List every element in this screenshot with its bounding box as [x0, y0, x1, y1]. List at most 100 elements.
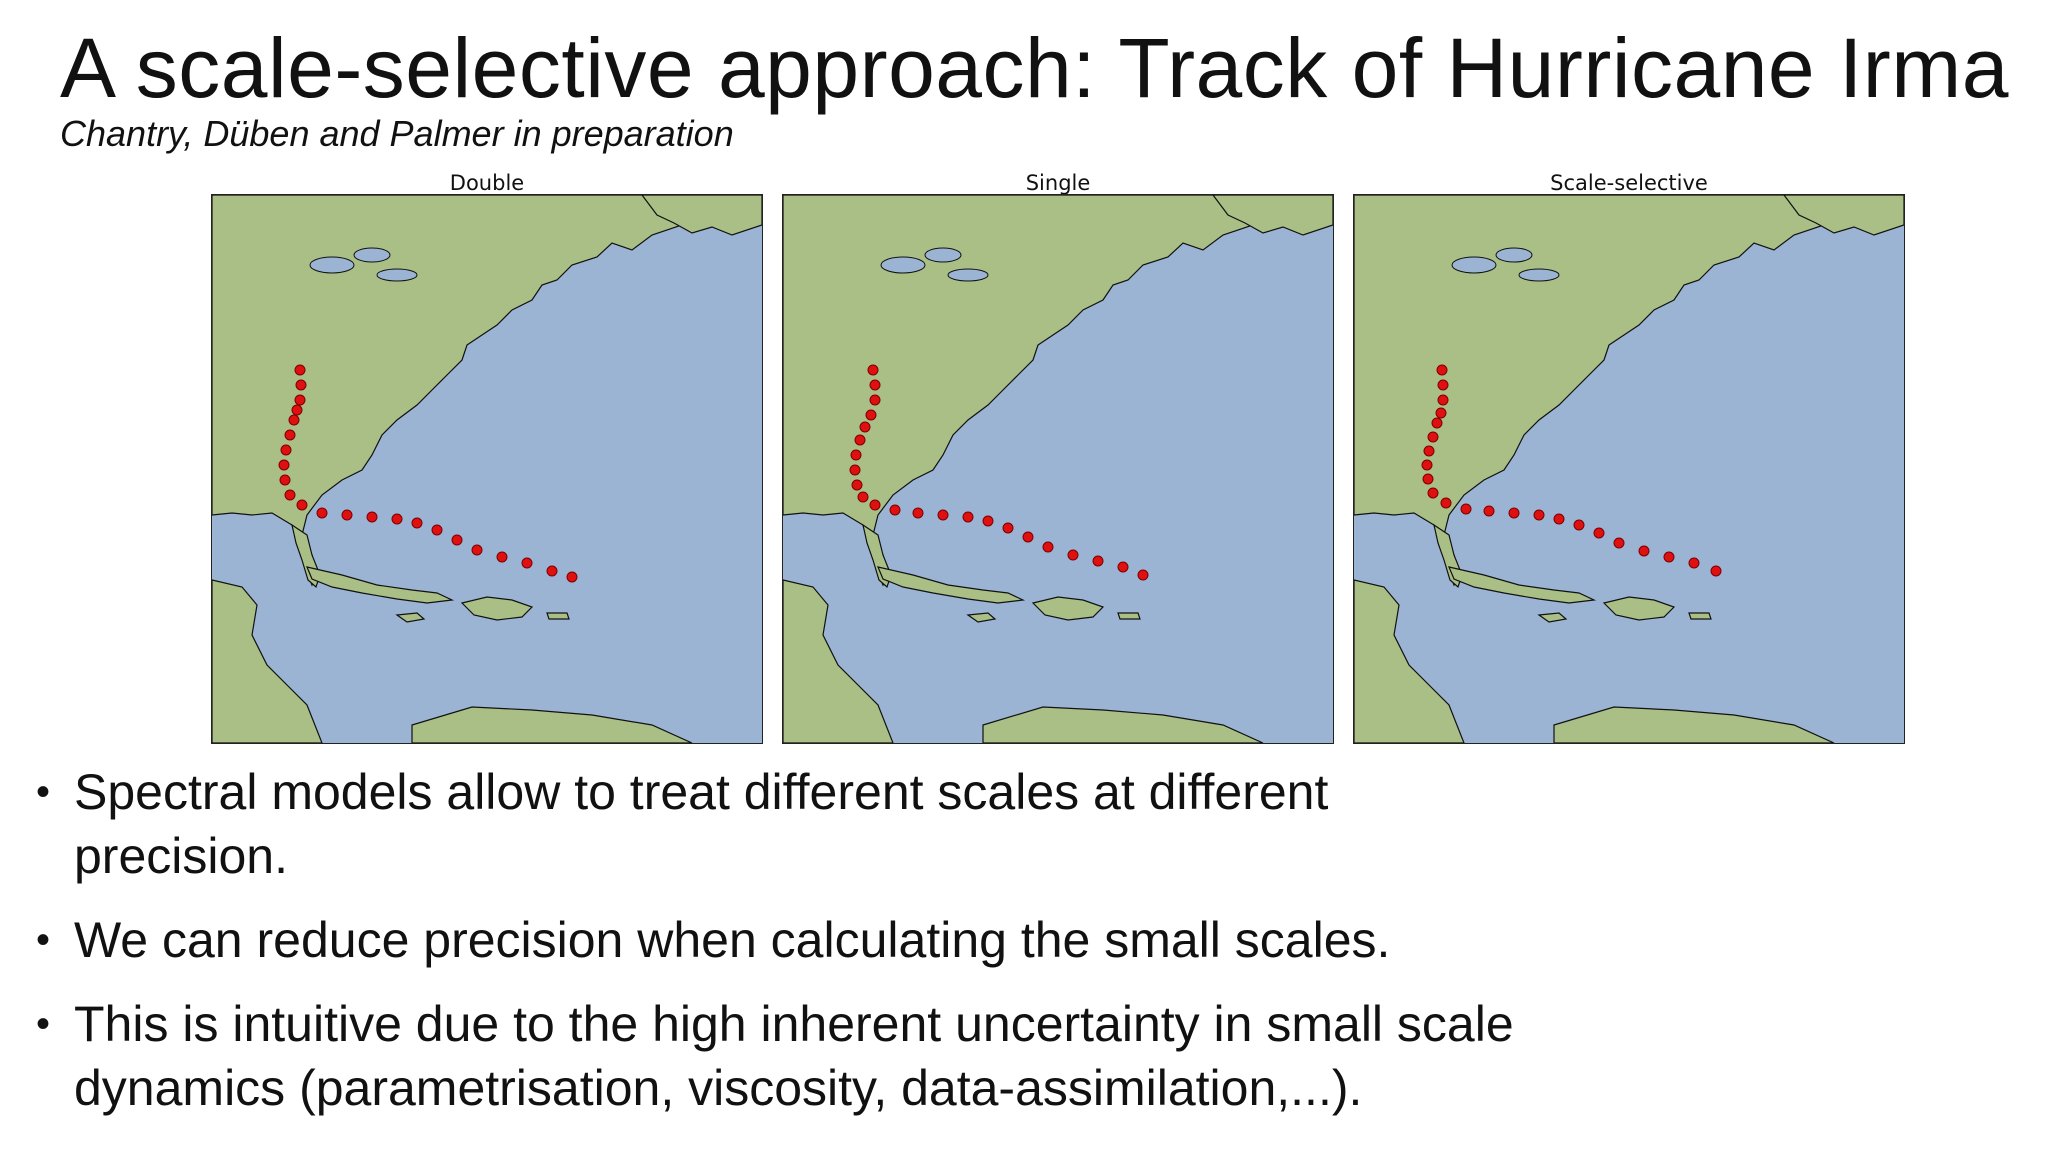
track-point [962, 511, 974, 523]
track-point [982, 515, 994, 527]
land-shape [1688, 612, 1712, 620]
track-point [851, 479, 863, 491]
bullet-list: • Spectral models allow to treat differe… [30, 760, 1730, 1140]
land-shape [1783, 195, 1904, 236]
track-point [849, 464, 861, 476]
bullet-dot-icon: • [36, 1002, 51, 1046]
land-shape [1117, 612, 1141, 620]
track-point [431, 524, 443, 536]
land-shape [546, 612, 570, 620]
lake-shape [309, 256, 355, 274]
track-point [284, 429, 296, 441]
track-point [1710, 565, 1722, 577]
track-point [859, 421, 871, 433]
track-point [850, 449, 862, 461]
bullet-item: • We can reduce precision when calculati… [30, 908, 1730, 972]
track-point [1638, 545, 1650, 557]
track-point [366, 511, 378, 523]
bullet-text: Spectral models allow to treat different… [74, 764, 1329, 884]
slide-subtitle: Chantry, Düben and Palmer in preparation [60, 113, 734, 154]
lake-shape [947, 268, 989, 282]
track-point [316, 507, 328, 519]
bullet-dot-icon: • [36, 918, 51, 962]
track-point [1663, 551, 1675, 563]
track-point [869, 394, 881, 406]
track-point [1688, 557, 1700, 569]
track-point [1042, 541, 1054, 553]
lake-shape [1495, 247, 1533, 263]
lake-shape [880, 256, 926, 274]
track-point [1092, 555, 1104, 567]
bullet-item: • Spectral models allow to treat differe… [30, 760, 1730, 888]
track-point [865, 409, 877, 421]
hurricane-track-map-scale-selective [1353, 194, 1905, 744]
track-point [451, 534, 463, 546]
track-point [1431, 417, 1443, 429]
land-shape [305, 566, 455, 604]
track-point [1460, 503, 1472, 515]
land-shape [1553, 706, 1835, 743]
land-shape [641, 195, 762, 236]
track-point [867, 364, 879, 376]
track-point [1067, 549, 1079, 561]
track-point [284, 489, 296, 501]
map-panel-single: Single [782, 170, 1334, 745]
track-point [912, 507, 924, 519]
track-point [1422, 473, 1434, 485]
bullet-text: We can reduce precision when calculating… [74, 912, 1391, 968]
land-shape [460, 596, 534, 621]
bullet-dot-icon: • [36, 770, 51, 814]
track-point [296, 499, 308, 511]
track-point [1002, 522, 1014, 534]
panel-title-single: Single [1025, 171, 1091, 195]
track-point [869, 379, 881, 391]
track-point [288, 414, 300, 426]
track-point [1533, 509, 1545, 521]
hurricane-track-map-double [211, 194, 763, 744]
track-point [889, 504, 901, 516]
track-point [1553, 513, 1565, 525]
track-point [291, 404, 303, 416]
land-shape [1212, 195, 1333, 236]
track-point [869, 499, 881, 511]
lake-shape [1451, 256, 1497, 274]
track-point [1437, 379, 1449, 391]
track-point [295, 379, 307, 391]
hurricane-track-map-single [782, 194, 1334, 744]
land-shape [411, 706, 693, 743]
track-point [1022, 531, 1034, 543]
track-point [279, 474, 291, 486]
land-shape [212, 579, 323, 743]
land-shape [1537, 612, 1568, 623]
track-point [857, 491, 869, 503]
land-shape [966, 612, 997, 623]
track-point [471, 544, 483, 556]
map-panel-scale-selective: Scale-selective [1353, 170, 1905, 745]
track-point [1573, 519, 1585, 531]
track-point [1117, 561, 1129, 573]
track-point [1483, 505, 1495, 517]
land-shape [783, 579, 894, 743]
track-point [521, 557, 533, 569]
track-point [341, 509, 353, 521]
track-point [566, 571, 578, 583]
track-point [1593, 527, 1605, 539]
track-point [1436, 364, 1448, 376]
track-point [1440, 497, 1452, 509]
track-point [1421, 459, 1433, 471]
track-point [294, 364, 306, 376]
land-shape [1031, 596, 1105, 621]
track-point [1435, 407, 1447, 419]
land-shape [1447, 566, 1597, 604]
panel-title-scale-selective: Scale-selective [1550, 171, 1708, 195]
track-point [1137, 569, 1149, 581]
map-panel-double: Double [211, 170, 763, 745]
track-point [1508, 507, 1520, 519]
slide-title: A scale-selective approach: Track of Hur… [60, 21, 2009, 115]
land-shape [982, 706, 1264, 743]
bullet-text: This is intuitive due to the high inhere… [74, 996, 1514, 1116]
bullet-item: • This is intuitive due to the high inhe… [30, 992, 1730, 1120]
track-point [1613, 537, 1625, 549]
track-point [294, 394, 306, 406]
track-point [278, 459, 290, 471]
